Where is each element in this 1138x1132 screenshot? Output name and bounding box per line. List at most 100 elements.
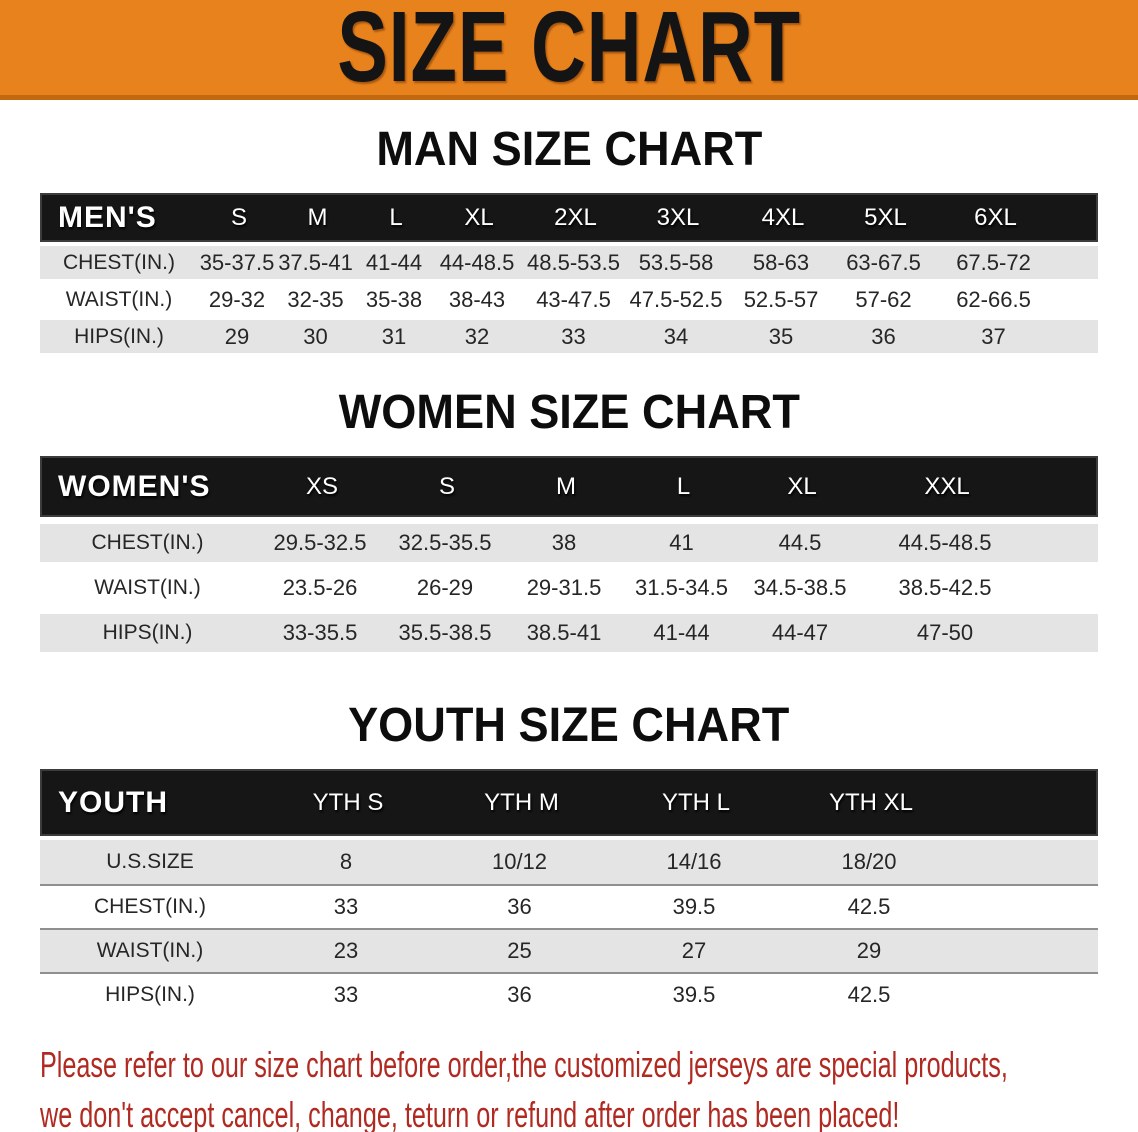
table-cell: 43-47.5 [536,286,611,312]
women-waist-row: WAIST(IN.) 23.5-26 26-29 29-31.5 31.5-34… [40,569,1098,607]
women-table-header-row: WOMEN'S XS S M L XL XXL [40,456,1098,517]
men-header-label: MEN'S [58,200,157,234]
table-cell: 63-67.5 [846,249,921,275]
women-header-label: WOMEN'S [58,469,211,503]
men-col-header: 3XL [656,203,700,231]
table-cell: 47.5-52.5 [629,286,723,312]
table-cell: 32-35 [287,286,344,312]
table-cell: 35.5-38.5 [398,620,492,645]
table-cell: 31.5-34.5 [635,575,728,600]
table-cell: 42.5 [847,982,891,1007]
table-cell: 33 [333,894,359,919]
table-cell: 57-62 [855,286,912,312]
table-cell: 32 [464,323,490,349]
men-hips-row: HIPS(IN.) 29 30 31 32 33 34 35 36 37 [40,320,1098,353]
women-heading-text: WOMEN SIZE CHART [338,386,800,439]
men-col-header: M [307,203,328,231]
table-cell: 29 [224,323,250,349]
row-label: HIPS(IN.) [102,621,193,644]
men-chest-row: CHEST(IN.) 35-37.5 37.5-41 41-44 44-48.5… [40,246,1098,279]
women-col-header: XL [787,472,817,500]
table-cell: 44.5 [778,530,822,555]
table-cell: 37 [981,323,1006,349]
table-cell: 41-44 [653,620,710,645]
table-cell: 47-50 [916,620,974,645]
disclaimer-line-2: we don't accept cancel, change, teturn o… [40,1094,900,1132]
table-cell: 62-66.5 [956,286,1031,312]
table-cell: 39.5 [672,982,716,1007]
table-cell: 38.5-41 [526,620,602,645]
youth-col-header: YTH L [661,788,730,816]
youth-size-table: YOUTH YTH S YTH M YTH L YTH XL U.S.SIZE … [40,769,1098,1016]
table-cell: 29-32 [208,286,266,312]
row-label: U.S.SIZE [106,850,194,873]
row-label: CHEST(IN.) [91,531,204,554]
table-cell: 67.5-72 [956,249,1031,275]
table-cell: 36 [871,323,896,349]
women-chest-row: CHEST(IN.) 29.5-32.5 32.5-35.5 38 41 44.… [40,524,1098,562]
youth-col-header: YTH M [484,788,559,816]
men-col-header: 5XL [864,203,907,231]
women-col-header: XXL [924,472,970,500]
table-cell: 41 [669,530,694,555]
banner-title: SIZE CHART [337,0,801,103]
youth-chest-row: CHEST(IN.) 33 36 39.5 42.5 [40,884,1098,928]
table-cell: 36 [507,894,532,919]
women-section-heading: WOMEN SIZE CHART [0,385,1138,440]
women-col-header: S [438,472,455,500]
table-cell: 38 [551,530,577,555]
women-size-table: WOMEN'S XS S M L XL XXL CHEST(IN.) 29.5-… [40,456,1098,652]
men-heading-text: MAN SIZE CHART [375,123,763,176]
men-col-header: 2XL [554,203,597,231]
table-cell: 42.5 [847,894,891,919]
women-col-header: M [556,472,576,500]
table-cell: 37.5-41 [278,249,353,275]
youth-col-header: YTH S [312,788,384,816]
table-cell: 29.5-32.5 [273,530,367,555]
table-cell: 31 [381,323,407,349]
youth-table-header-row: YOUTH YTH S YTH M YTH L YTH XL [40,769,1098,836]
table-cell: 23 [333,938,359,963]
disclaimer: Please refer to our size chart before or… [40,1040,1138,1132]
youth-heading-text: YOUTH SIZE CHART [348,699,790,752]
table-cell: 44-48.5 [439,249,515,275]
table-cell: 33-35.5 [282,620,358,645]
table-cell: 27 [681,938,707,963]
men-col-header: S [230,203,247,231]
table-cell: 18/20 [841,849,897,874]
youth-hips-row: HIPS(IN.) 33 36 39.5 42.5 [40,972,1098,1016]
table-cell: 26-29 [416,575,474,600]
table-cell: 38.5-42.5 [898,575,992,600]
men-col-header: 4XL [761,203,805,231]
table-cell: 10/12 [491,849,548,874]
table-cell: 23.5-26 [282,575,358,600]
table-cell: 58-63 [752,249,810,275]
table-cell: 41-44 [365,249,423,275]
men-col-header: L [389,203,403,231]
men-col-header: XL [464,203,494,231]
table-cell: 52.5-57 [743,286,819,312]
table-cell: 44.5-48.5 [898,530,992,555]
table-cell: 35-38 [365,286,423,312]
row-label: HIPS(IN.) [74,324,164,348]
women-col-header: XS [305,472,338,500]
youth-header-label: YOUTH [58,785,168,819]
table-cell: 48.5-53.5 [527,249,620,275]
table-cell: 34.5-38.5 [753,575,847,600]
youth-waist-row: WAIST(IN.) 23 25 27 29 [40,928,1098,972]
women-col-header: L [676,472,691,500]
row-label: CHEST(IN.) [63,250,175,274]
row-label: WAIST(IN.) [96,939,204,962]
row-label: CHEST(IN.) [94,895,206,918]
youth-ussize-row: U.S.SIZE 8 10/12 14/16 18/20 [40,840,1098,884]
table-cell: 29 [856,938,882,963]
table-cell: 14/16 [666,849,722,874]
table-cell: 44-47 [771,620,829,645]
men-col-header: 6XL [974,203,1017,231]
women-hips-row: HIPS(IN.) 33-35.5 35.5-38.5 38.5-41 41-4… [40,614,1098,652]
men-section-heading: MAN SIZE CHART [0,122,1138,177]
table-cell: 35 [768,323,794,349]
men-size-table: MEN'S S M L XL 2XL 3XL 4XL 5XL 6XL CHEST… [40,193,1098,353]
table-cell: 32.5-35.5 [398,530,492,555]
